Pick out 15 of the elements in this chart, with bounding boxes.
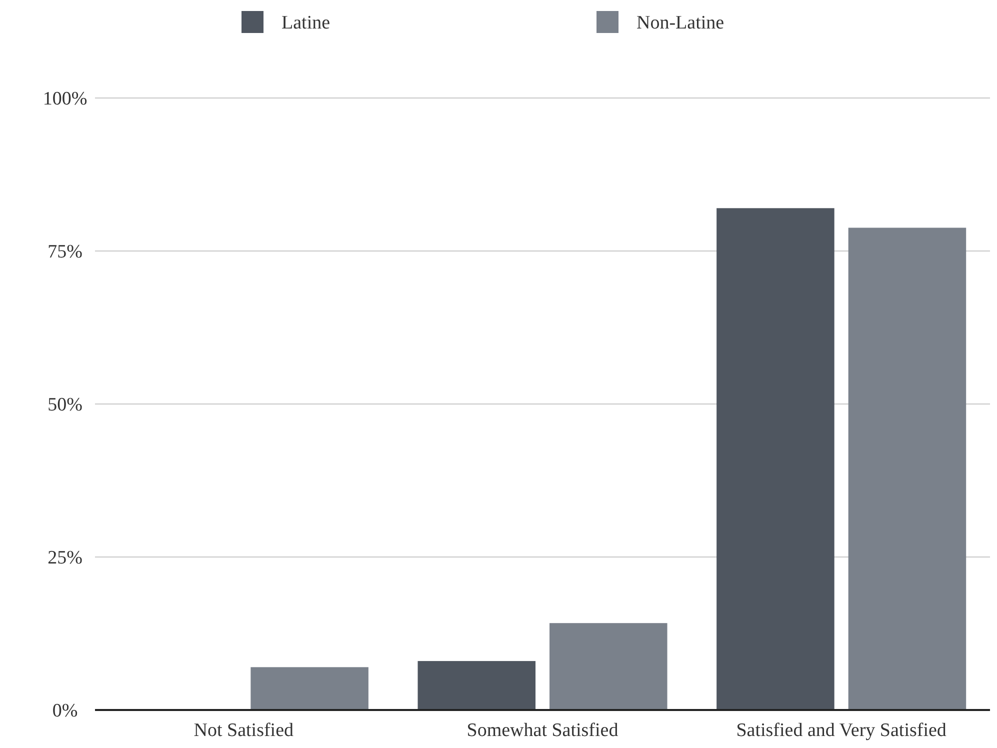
y-tick-label: 75% (48, 242, 83, 263)
x-tick-label: Somewhat Satisfied (466, 720, 619, 741)
y-tick-label: 50% (48, 394, 83, 416)
legend-label: Latine (282, 12, 330, 34)
y-tick-label: 0% (52, 700, 78, 722)
bar (716, 208, 834, 710)
bar (250, 667, 368, 710)
bar (848, 228, 966, 710)
bar (550, 623, 668, 710)
x-tick-label: Satisfied and Very Satisfied (736, 720, 947, 741)
legend-label: Non-Latine (636, 12, 724, 34)
y-tick-label: 25% (48, 548, 83, 569)
x-tick-label: Not Satisfied (194, 720, 294, 741)
bar (418, 661, 536, 710)
y-tick-label: 100% (42, 88, 88, 110)
